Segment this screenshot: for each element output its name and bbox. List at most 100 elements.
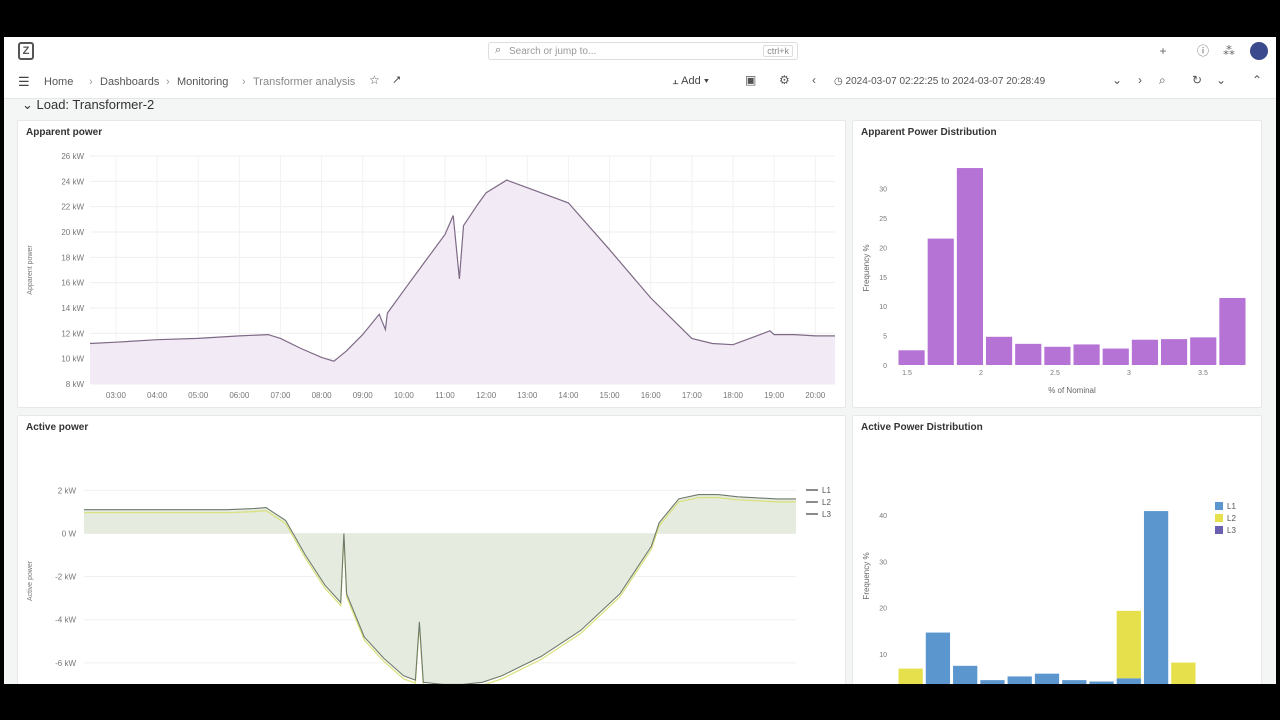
app-logo[interactable]: Z <box>18 42 34 60</box>
legend-label: L3 <box>822 510 831 519</box>
chevron-down-icon[interactable]: ⌄ <box>1112 73 1123 87</box>
rss-icon[interactable]: ⁂ <box>1223 44 1235 58</box>
time-forward-icon[interactable]: › <box>1138 73 1142 87</box>
time-range-picker[interactable]: ◷ 2024-03-07 02:22:25 to 2024-03-07 20:2… <box>834 76 1046 87</box>
clock-icon: ◷ <box>834 76 846 87</box>
panel-title: Active Power Distribution <box>861 422 983 433</box>
panel-active-distribution[interactable]: Active Power Distribution 010203040Frequ… <box>852 415 1262 684</box>
menu-icon[interactable]: ☰ <box>18 74 30 89</box>
y-tick-label: 40 <box>879 513 887 520</box>
x-tick-label: 18:00 <box>723 391 744 400</box>
add-button[interactable]: ⫠ Add ▾ <box>672 75 710 87</box>
y-tick-label: 20 <box>879 245 887 252</box>
panel-title: Apparent Power Distribution <box>861 127 997 138</box>
share-icon[interactable]: ⭧ <box>393 73 401 87</box>
x-tick-label: 20:00 <box>805 391 826 400</box>
breadcrumb-current: Transformer analysis <box>253 76 356 88</box>
row-title[interactable]: ⌄ Load: Transformer-2 <box>22 97 155 111</box>
x-tick-label: 17:00 <box>682 391 703 400</box>
refresh-interval-icon[interactable]: ⌄ <box>1216 73 1227 87</box>
bar <box>1089 681 1114 684</box>
bar <box>1143 511 1169 684</box>
bar <box>1116 610 1141 679</box>
help-icon[interactable]: ⓘ <box>1196 44 1209 58</box>
bar <box>927 238 954 365</box>
legend-label: L2 <box>822 498 831 507</box>
x-tick-label: 2.5 <box>1050 370 1060 377</box>
legend-swatch <box>1215 514 1223 522</box>
bar <box>1044 346 1071 365</box>
bar <box>980 680 1005 684</box>
time-back-icon[interactable]: ‹ <box>812 73 816 87</box>
search-icon: ⌕ <box>495 44 502 56</box>
bar <box>1102 348 1129 365</box>
search-shortcut: ctrl+k <box>763 45 793 57</box>
bar <box>1190 337 1217 365</box>
panel-active-power[interactable]: Active power -8 kW-6 kW-4 kW-2 kW0 W2 kW… <box>17 415 846 684</box>
legend-swatch <box>1215 526 1223 534</box>
bar <box>956 168 983 365</box>
y-tick-label: 16 kW <box>61 279 84 288</box>
breadcrumb-dashboards[interactable]: Dashboards <box>100 76 160 88</box>
y-tick-label: 0 <box>883 363 887 370</box>
legend-label: L3 <box>1227 526 1236 535</box>
y-tick-label: 10 kW <box>61 355 84 364</box>
y-tick-label: 10 <box>879 304 887 311</box>
bar <box>898 350 925 365</box>
legend-swatch <box>1215 502 1223 510</box>
bar <box>1062 680 1087 684</box>
zoom-out-icon[interactable]: ⌕ <box>1159 73 1166 87</box>
y-axis-label: Apparent power <box>27 245 34 295</box>
legend-label: L2 <box>1227 514 1236 523</box>
grafana-screen: Z ⌕ Search or jump to... ctrl+k + ⓘ ⁂ ☰ … <box>4 37 1276 684</box>
collapse-icon[interactable]: ⌃ <box>1252 73 1263 87</box>
y-tick-label: 30 <box>879 187 887 194</box>
y-tick-label: 26 kW <box>61 152 84 161</box>
bar <box>1116 678 1141 684</box>
save-icon[interactable]: ▣ <box>745 73 757 87</box>
y-tick-label: 5 <box>883 334 887 341</box>
y-axis-label: Frequency % <box>862 244 871 291</box>
settings-icon[interactable]: ⚙ <box>779 73 790 87</box>
y-tick-label: -6 kW <box>55 659 76 668</box>
y-tick-label: 8 kW <box>66 380 85 389</box>
panel-apparent-power[interactable]: Apparent power 8 kW 10 kW 12 kW 14 kW 16 kW 1… <box>17 120 846 408</box>
top-bar: Z ⌕ Search or jump to... ctrl+k + ⓘ ⁂ <box>4 37 1276 65</box>
y-tick-label: 2 kW <box>58 486 77 495</box>
bar <box>1073 344 1100 365</box>
y-tick-label: 20 kW <box>61 228 84 237</box>
bar <box>898 668 923 684</box>
bar <box>953 665 978 684</box>
x-tick-label: 03:00 <box>106 391 127 400</box>
breadcrumb-separator: › <box>242 76 246 88</box>
bar <box>1131 339 1158 365</box>
x-tick-label: 07:00 <box>270 391 291 400</box>
breadcrumb-home[interactable]: Home <box>44 76 74 88</box>
x-tick-label: 16:00 <box>641 391 662 400</box>
chart-icon: ⫠ <box>672 75 682 87</box>
star-icon[interactable]: ☆ <box>369 73 380 87</box>
y-tick-label: 24 kW <box>61 177 84 186</box>
x-axis-label: % of Nominal <box>1048 386 1096 395</box>
panel-apparent-distribution[interactable]: Apparent Power Distribution 0 5 10 15 20 25 30… <box>852 120 1262 408</box>
x-tick-label: 11:00 <box>435 391 455 400</box>
breadcrumb-monitoring[interactable]: Monitoring <box>177 76 229 88</box>
bar <box>986 336 1013 365</box>
x-tick-label: 14:00 <box>558 391 579 400</box>
y-axis-label: Active power <box>27 560 34 601</box>
y-tick-label: -4 kW <box>55 616 76 625</box>
series-area <box>84 494 796 684</box>
user-avatar[interactable] <box>1250 42 1268 60</box>
apparent-power-chart: 8 kW 10 kW 12 kW 14 kW 16 kW 18 kW 20 kW 22 kW 2… <box>27 152 835 400</box>
refresh-icon[interactable]: ↻ <box>1192 73 1203 87</box>
plus-icon[interactable]: + <box>1159 44 1167 58</box>
bar <box>1219 297 1246 365</box>
x-tick-label: 13:00 <box>517 391 538 400</box>
x-tick-label: 19:00 <box>764 391 785 400</box>
x-tick-label: 3 <box>1127 370 1131 377</box>
search-bar[interactable]: ⌕ Search or jump to... ctrl+k <box>488 42 798 60</box>
x-tick-label: 06:00 <box>229 391 250 400</box>
panel-title: Active power <box>26 422 89 433</box>
y-tick-label: 30 <box>879 559 887 566</box>
